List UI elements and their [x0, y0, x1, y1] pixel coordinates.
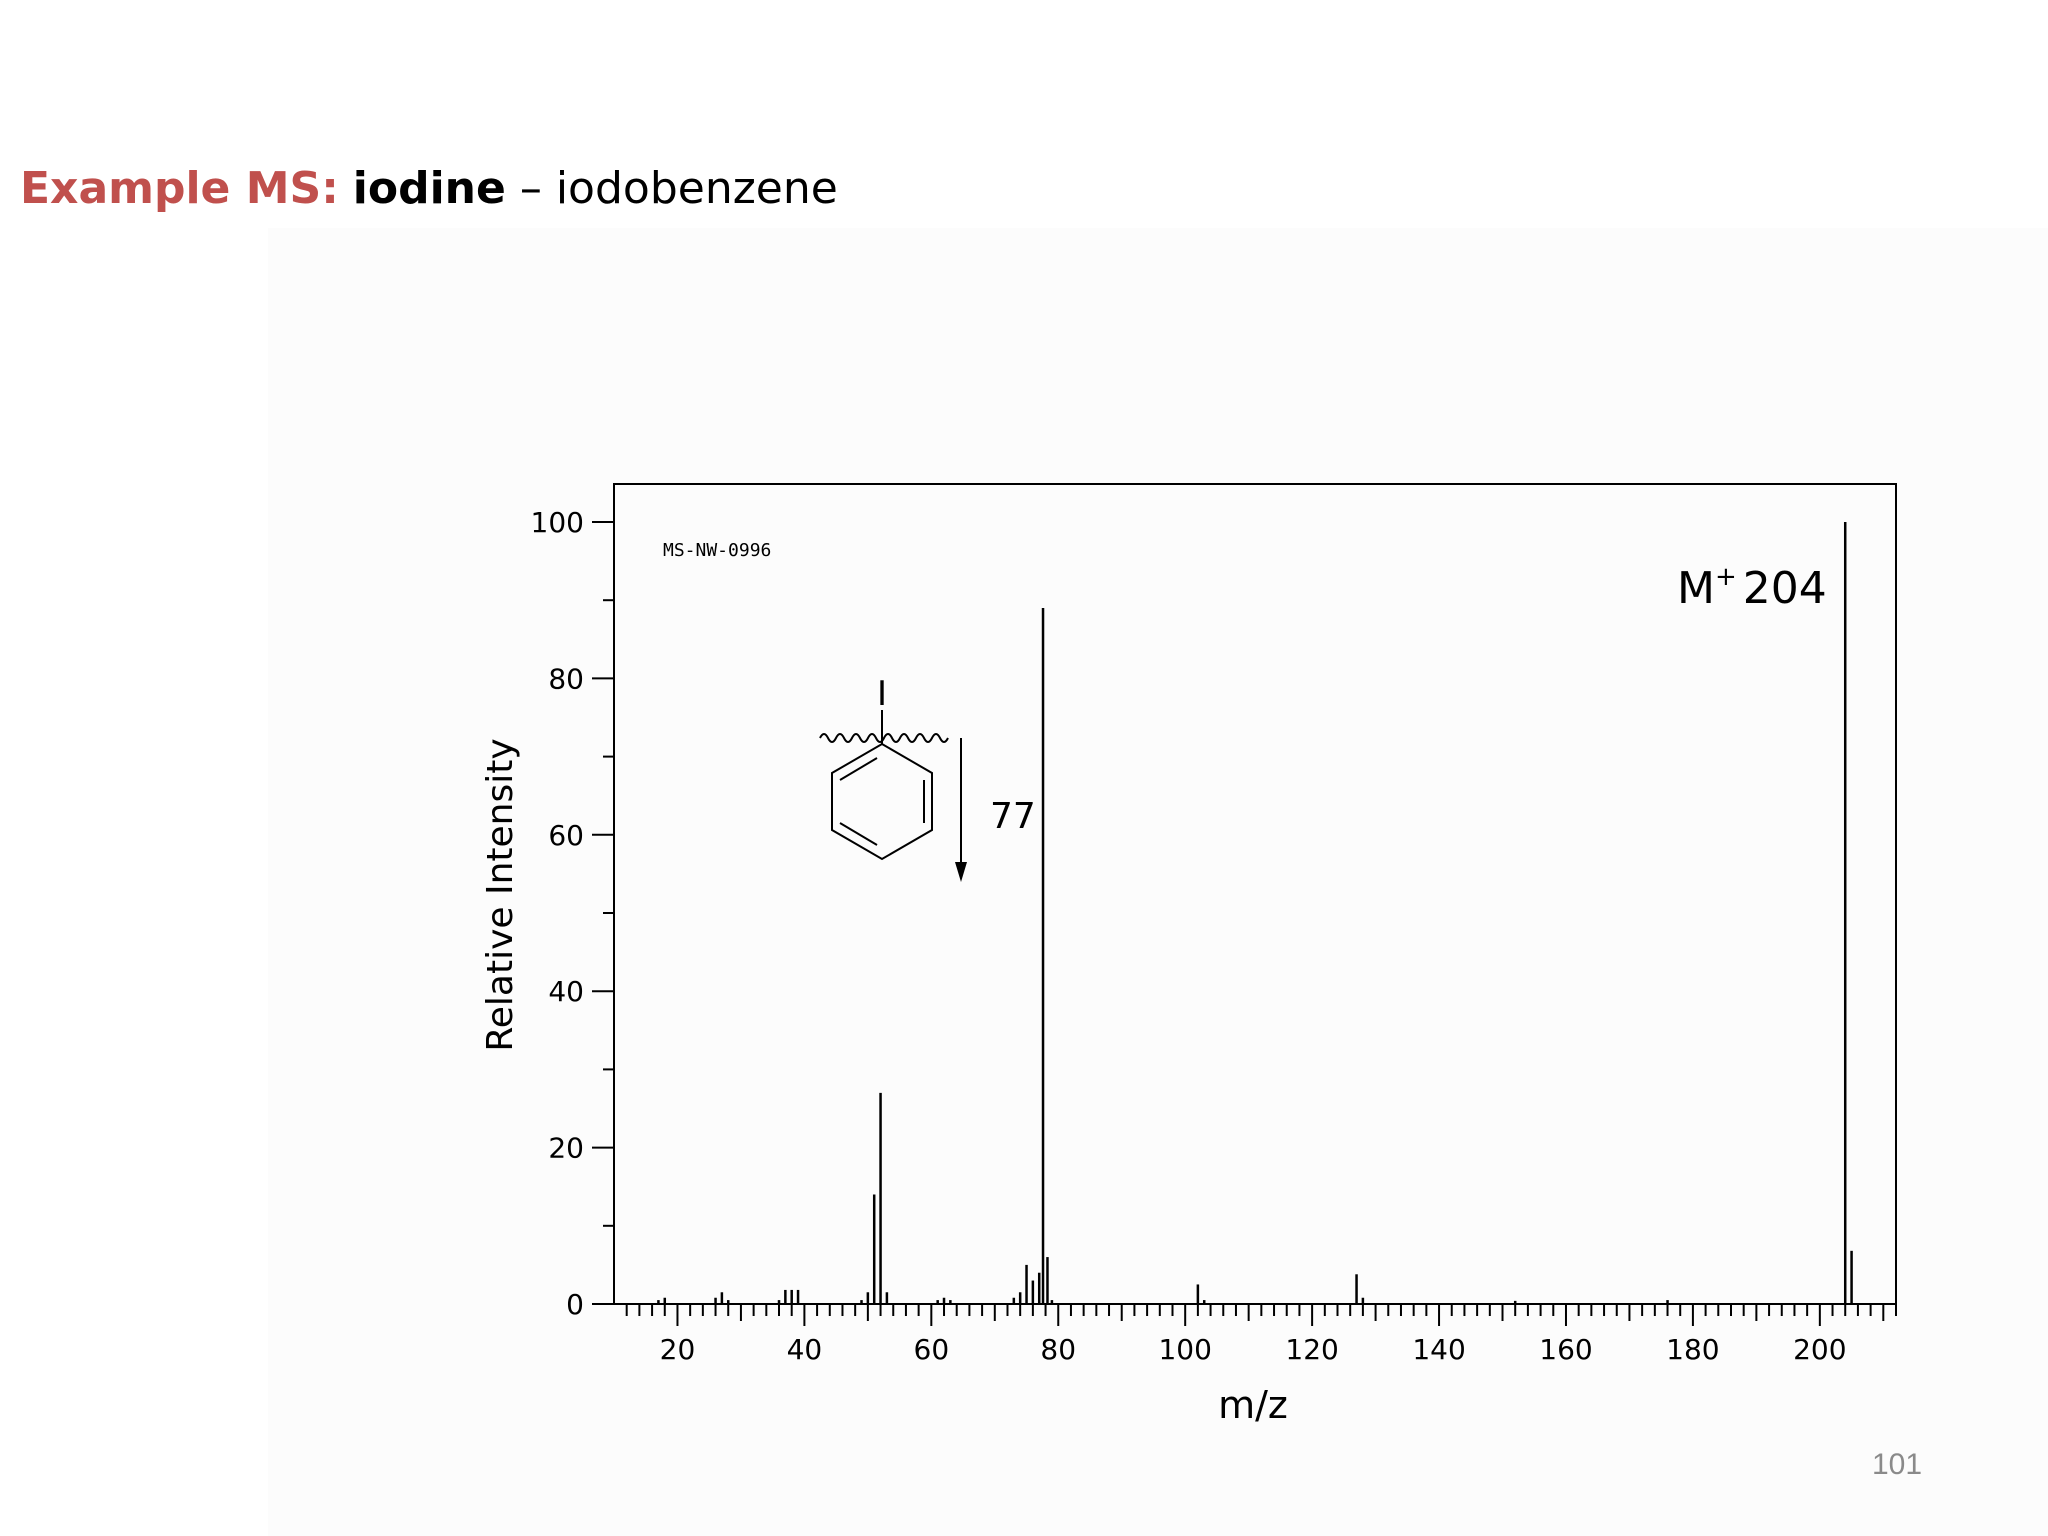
- x-tick-label: 60: [914, 1333, 950, 1366]
- x-tick-label: 80: [1040, 1333, 1076, 1366]
- iodine-atom-label: I: [877, 674, 887, 714]
- x-tick-label: 20: [660, 1333, 696, 1366]
- svg-text:M+204: M+ 204: [1677, 562, 1827, 614]
- molecular-ion-mass: 204: [1743, 563, 1827, 614]
- benzene-inner-bond-3: [839, 822, 878, 846]
- y-tick-label: 0: [566, 1288, 584, 1321]
- slide-title: Example MS: iodine – iodobenzene: [20, 163, 838, 214]
- spectrum-code-label: MS-NW-0996: [663, 540, 771, 561]
- x-tick-label: 180: [1666, 1333, 1719, 1366]
- title-rest: – iodobenzene: [505, 163, 838, 214]
- x-tick-label: 200: [1793, 1333, 1846, 1366]
- molecular-ion-symbol: M: [1677, 563, 1715, 614]
- x-axis: 20 40 60 80 100 120 140 160 180 200: [625, 1304, 1897, 1366]
- title-lead: Example MS:: [20, 163, 339, 214]
- fragment-77-label: 77: [990, 796, 1036, 837]
- fragment-arrow-head: [955, 862, 967, 882]
- cleavage-wavy-line: [819, 733, 949, 743]
- y-tick-label: 80: [548, 662, 584, 695]
- x-tick-label: 120: [1285, 1333, 1338, 1366]
- peak-series: [657, 522, 1853, 1304]
- y-axis: 0 20 40 60 80 100: [531, 506, 614, 1321]
- x-tick-label: 100: [1158, 1333, 1211, 1366]
- x-tick-label: 140: [1412, 1333, 1465, 1366]
- x-axis-label: m/z: [1218, 1383, 1288, 1427]
- page-number: 101: [1872, 1448, 1923, 1481]
- x-tick-label: 160: [1539, 1333, 1592, 1366]
- y-tick-label: 40: [548, 975, 584, 1008]
- y-tick-label: 20: [548, 1132, 584, 1165]
- y-tick-label: 100: [531, 506, 584, 539]
- title-bold: iodine: [352, 163, 506, 214]
- benzene-inner-bond-2: [839, 757, 878, 781]
- plot-frame: [613, 483, 1897, 1305]
- x-tick-label: 40: [787, 1333, 823, 1366]
- y-axis-label: Relative Intensity: [480, 738, 521, 1051]
- molecular-ion-charge: +: [1715, 562, 1737, 592]
- y-tick-label: 60: [548, 819, 584, 852]
- benzene-ring: [831, 742, 933, 861]
- iodobenzene-structure: I 77: [819, 674, 1036, 882]
- spectrum-image-panel: [268, 228, 2048, 1536]
- molecular-ion-annotation: M+ 204: [1677, 562, 1827, 614]
